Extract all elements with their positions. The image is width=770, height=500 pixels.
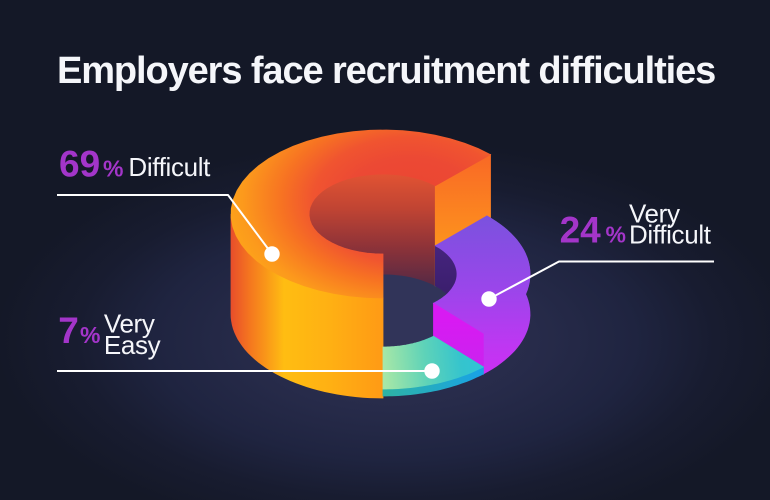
svg-text:69: 69 bbox=[59, 144, 100, 185]
svg-text:Employers face recruitment dif: Employers face recruitment difficulties bbox=[57, 50, 715, 92]
svg-text:%: % bbox=[103, 156, 123, 182]
svg-text:Easy: Easy bbox=[104, 330, 161, 360]
svg-text:7: 7 bbox=[58, 310, 79, 351]
svg-text:Very: Very bbox=[104, 308, 155, 338]
svg-text:Difficult: Difficult bbox=[629, 219, 712, 249]
svg-text:24: 24 bbox=[560, 209, 602, 250]
svg-text:%: % bbox=[606, 221, 626, 247]
svg-text:Difficult: Difficult bbox=[128, 152, 211, 182]
svg-text:Very: Very bbox=[629, 198, 680, 228]
svg-text:%: % bbox=[80, 322, 100, 348]
